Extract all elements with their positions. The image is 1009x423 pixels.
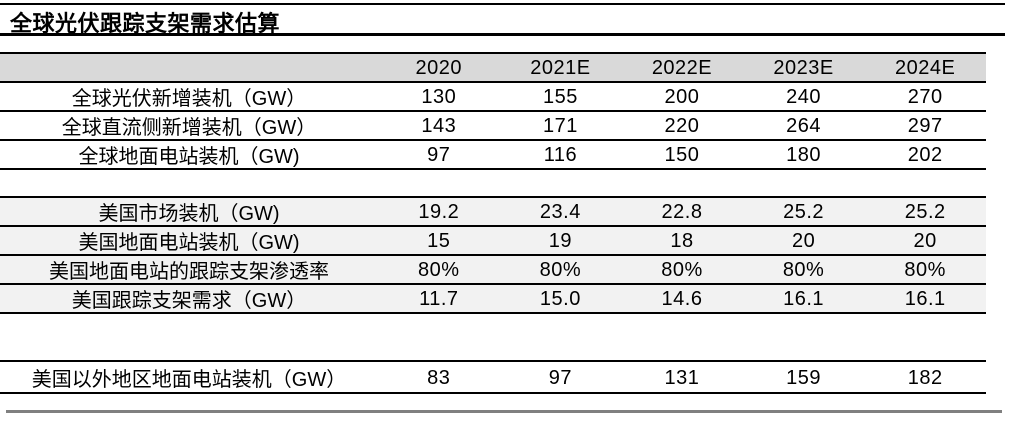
cell-value: 130 [421, 86, 457, 108]
row-label: 美国地面电站的跟踪支架渗透率 [49, 261, 329, 283]
row-label: 美国跟踪支架需求（GW） [71, 290, 307, 312]
cell-value: 19 [548, 230, 573, 252]
cell-value: 20 [791, 230, 816, 252]
cell-value: 159 [786, 366, 822, 389]
cell-value: 15 [427, 230, 451, 252]
cell-value: 202 [907, 144, 943, 166]
cell-value: 25.2 [904, 201, 946, 223]
cell-value: 80% [782, 259, 825, 281]
cell-value: 182 [907, 366, 943, 389]
estimation-table: 2020 2021E 2022E 2023E 2024E 全球光伏新增装机（GW… [0, 52, 986, 394]
table-row: 美国跟踪支架需求（GW） 11.7 15.0 14.6 16.1 16.1 [0, 285, 986, 314]
row-label: 全球直流侧新增装机（GW） [61, 117, 317, 139]
table-header-row: 2020 2021E 2022E 2023E 2024E [0, 54, 986, 83]
cell-value: 16.1 [783, 288, 825, 310]
cell-value: 264 [786, 115, 822, 137]
cell-value: 143 [421, 115, 457, 137]
cell-value: 14.6 [661, 288, 703, 310]
section-spacer [0, 170, 986, 198]
row-label: 全球地面电站装机（GW) [78, 146, 300, 168]
row-label: 美国以外地区地面电站装机（GW） [31, 368, 347, 391]
cell-value: 270 [907, 86, 943, 108]
cell-value: 80% [661, 259, 703, 281]
cell-value: 180 [786, 144, 822, 166]
cell-value: 297 [907, 115, 943, 137]
cell-value: 240 [786, 86, 822, 108]
column-header: 2023E [773, 57, 834, 79]
table-row: 全球地面电站装机（GW) 97 116 150 180 202 [0, 141, 986, 170]
column-header: 2020 [415, 57, 463, 79]
cell-value: 83 [427, 366, 451, 389]
cell-value: 22.8 [661, 201, 703, 223]
cell-value: 97 [427, 144, 451, 166]
cell-value: 155 [542, 86, 578, 108]
table-title: 全球光伏跟踪支架需求估算 [10, 11, 281, 36]
cell-value: 80% [418, 259, 460, 281]
cell-value: 19.2 [418, 201, 460, 223]
table-row: 美国地面电站的跟踪支架渗透率 80% 80% 80% 80% 80% [0, 256, 986, 285]
cell-value: 220 [664, 115, 700, 137]
cell-value: 80% [539, 259, 582, 281]
table-row: 全球光伏新增装机（GW） 130 155 200 240 270 [0, 83, 986, 112]
cell-value: 97 [548, 366, 573, 389]
bottom-gray-rule [6, 410, 1002, 413]
table-row: 美国市场装机（GW) 19.2 23.4 22.8 25.2 25.2 [0, 198, 986, 227]
cell-value: 131 [664, 366, 700, 389]
cell-value: 15.0 [539, 288, 581, 310]
cell-value: 80% [904, 259, 946, 281]
cell-value: 116 [543, 144, 578, 166]
column-header: 2024E [895, 57, 956, 79]
table-row: 美国以外地区地面电站装机（GW） 83 97 131 159 182 [0, 362, 986, 394]
table-row: 美国地面电站装机（GW) 15 19 18 20 20 [0, 227, 986, 256]
cell-value: 200 [664, 86, 700, 108]
row-label: 美国地面电站装机（GW) [78, 232, 300, 254]
cell-value: 25.2 [783, 201, 825, 223]
cell-value: 23.4 [539, 201, 581, 223]
row-label: 美国市场装机（GW) [98, 203, 280, 225]
column-header: 2022E [651, 57, 713, 79]
title-top-rule [0, 3, 1005, 5]
cell-value: 11.7 [419, 288, 459, 310]
cell-value: 150 [664, 144, 700, 166]
cell-value: 20 [913, 230, 937, 252]
title-underline-rule [0, 33, 1005, 36]
cell-value: 18 [670, 230, 694, 252]
row-label: 全球光伏新增装机（GW） [71, 88, 307, 110]
column-header: 2021E [530, 57, 591, 79]
table-row: 全球直流侧新增装机（GW） 143 171 220 264 297 [0, 112, 986, 141]
cell-value: 171 [542, 115, 578, 137]
section-spacer [0, 314, 986, 362]
cell-value: 16.1 [904, 288, 946, 310]
